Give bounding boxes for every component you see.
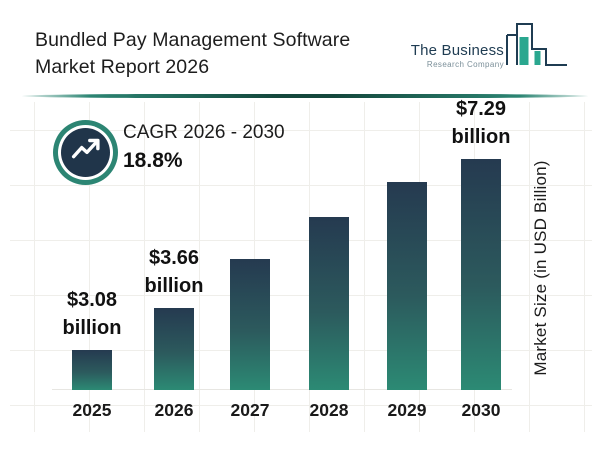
x-tick-label-2026: 2026	[154, 400, 194, 420]
cagr-badge	[61, 128, 110, 177]
company-logo-name: The Business	[410, 42, 504, 59]
x-tick-label-2028: 2028	[309, 400, 349, 420]
bar-2030	[461, 159, 501, 390]
bar-column-2026: $3.66 billion 2026	[119, 247, 229, 420]
x-axis-baseline	[52, 389, 512, 390]
x-tick-label-2030: 2030	[461, 400, 501, 420]
page-title-line2: Market Report 2026	[35, 56, 210, 78]
cagr-period-label: CAGR 2026 - 2030	[123, 122, 285, 143]
x-tick-label-2027: 2027	[230, 400, 270, 420]
bar-column-2027: 2027	[195, 259, 305, 420]
bar-2028	[309, 217, 349, 390]
company-logo-wordmark: The Business Research Company	[411, 42, 504, 69]
cagr-text-block: CAGR 2026 - 2030 18.8%	[123, 119, 285, 175]
trend-up-arrow-icon	[67, 131, 105, 174]
company-logo: The Business Research Company	[411, 20, 568, 73]
bar-column-2029: 2029	[352, 182, 462, 420]
cagr-value: 18.8%	[123, 149, 183, 172]
bar-column-2025: $3.08 billion 2025	[37, 289, 147, 420]
x-tick-label-2029: 2029	[387, 400, 427, 420]
value-label-2030: $7.29 billion	[451, 98, 511, 148]
x-tick-label-2025: 2025	[72, 400, 112, 420]
page-title-line1: Bundled Pay Management Software	[35, 29, 351, 51]
bar-chart-logo-icon	[506, 20, 568, 73]
header-divider	[22, 94, 588, 98]
value-label-2026: $3.66 billion	[144, 247, 204, 297]
value-label-2025: $3.08 billion	[62, 289, 122, 339]
bar-2027	[230, 259, 270, 390]
bar-2025	[72, 350, 112, 390]
company-logo-subtitle: Research Company	[426, 60, 504, 69]
bar-2029	[387, 182, 427, 390]
bar-column-2030: $7.29 billion 2030	[426, 98, 536, 420]
page-title: Bundled Pay Management Software Market R…	[35, 27, 415, 81]
bar-column-2028: 2028	[274, 217, 384, 420]
bar-2026	[154, 308, 194, 390]
y-axis-label: Market Size (in USD Billion)	[531, 160, 550, 376]
